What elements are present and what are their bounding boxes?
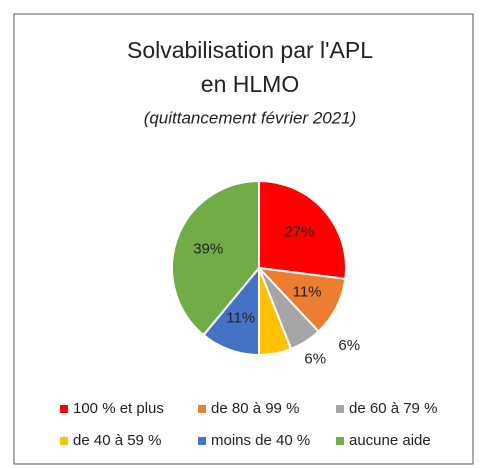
legend-swatch: [198, 437, 206, 445]
legend-label: de 60 à 79 %: [349, 400, 437, 417]
data-label: 39%: [193, 241, 223, 258]
chart-subtitle: (quittancement février 2021): [144, 108, 357, 127]
legend-label: de 80 à 99 %: [211, 400, 299, 417]
data-label: 6%: [304, 351, 326, 368]
data-label: 27%: [284, 223, 314, 240]
legend-label: de 40 à 59 %: [73, 432, 161, 449]
data-label: 11%: [293, 283, 322, 300]
data-label: 6%: [338, 337, 360, 354]
chart-title: en HLMO: [201, 71, 299, 97]
pie-slice: [258, 179, 347, 281]
data-label: 11%: [226, 310, 255, 327]
chart-title: Solvabilisation par l'APL: [127, 37, 373, 63]
legend-swatch: [60, 437, 68, 445]
legend-label: 100 % et plus: [73, 400, 164, 417]
pie-slice: [171, 179, 260, 337]
legend-label: aucune aide: [349, 432, 431, 449]
legend-label: moins de 40 %: [211, 432, 310, 449]
legend-swatch: [60, 405, 68, 413]
legend-swatch: [336, 405, 344, 413]
legend-swatch: [198, 405, 206, 413]
legend-swatch: [336, 437, 344, 445]
